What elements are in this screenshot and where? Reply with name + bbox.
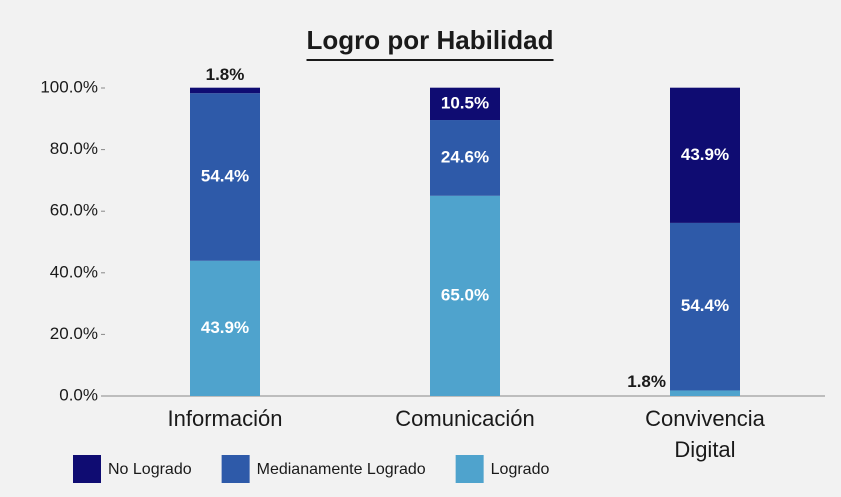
legend-label: Medianamente Logrado xyxy=(257,461,426,478)
bar-segment xyxy=(430,120,500,196)
legend-label: Logrado xyxy=(491,461,550,478)
bar-segment xyxy=(190,93,260,261)
bar-segment xyxy=(190,87,260,94)
legend-label: No Logrado xyxy=(108,461,192,478)
y-tick-label: 20.0% xyxy=(50,324,98,343)
bar-segment xyxy=(670,390,740,396)
data-label: 43.9% xyxy=(681,145,729,164)
data-label: 1.8% xyxy=(627,372,666,391)
x-tick-label: Convivencia Digital xyxy=(645,406,766,462)
bar-segment xyxy=(430,87,500,121)
y-tick-label: 100.0% xyxy=(40,77,98,96)
data-label: 24.6% xyxy=(441,147,489,166)
legend-swatch xyxy=(455,455,484,483)
bar-segment xyxy=(670,222,740,391)
bar-segment xyxy=(670,87,740,223)
data-label: 65.0% xyxy=(441,285,489,304)
x-tick-label: Comunicación xyxy=(395,406,534,431)
data-label: 10.5% xyxy=(441,93,489,112)
chart-title: Logro por Habilidad xyxy=(307,25,554,55)
y-tick-label: 80.0% xyxy=(50,139,98,158)
bar-segment xyxy=(430,195,500,396)
data-label: 43.9% xyxy=(201,318,249,337)
data-label: 54.4% xyxy=(681,296,729,315)
y-tick-label: 60.0% xyxy=(50,201,98,220)
bar-segment xyxy=(190,260,260,396)
legend-swatch xyxy=(73,455,101,483)
data-label: 1.8% xyxy=(206,65,245,84)
y-tick-label: 0.0% xyxy=(59,385,98,404)
legend-swatch xyxy=(221,455,250,483)
x-tick-label: Información xyxy=(168,406,283,431)
y-tick-label: 40.0% xyxy=(50,262,98,281)
data-label: 54.4% xyxy=(201,166,249,185)
